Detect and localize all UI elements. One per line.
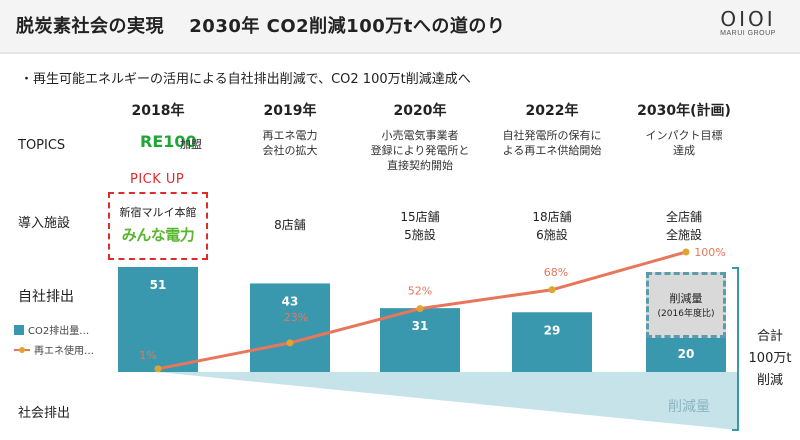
topic-2030: インパクト目標 達成 (645, 129, 723, 157)
legend-line-swatch (14, 346, 30, 353)
facility-2020: 15店舗 5施設 (400, 210, 440, 242)
legend-bar-swatch (14, 324, 24, 335)
header-divider (0, 52, 800, 54)
topic-2020: 小売電気事業者 登録により発電所と 直接契約開始 (370, 129, 470, 172)
facility-2030: 全店舗 全施設 (665, 210, 702, 242)
topic-2019: 再エネ電力 会社の拡大 (262, 129, 318, 157)
own-emissions-label: 自社排出 (18, 289, 74, 305)
total-reduction: 合計 100万t 削減 (748, 329, 792, 388)
subtitle: ・再生可能エネルギーの活用による自社排出削減で、CO2 100万t削減達成へ (20, 72, 471, 87)
line-label-2: 52% (408, 285, 432, 298)
bar-3 (512, 312, 592, 372)
year-2022: 2022年 (525, 103, 579, 119)
header-bar (0, 0, 800, 52)
line-label-0: 1% (139, 349, 156, 362)
year-2020: 2020年 (393, 103, 447, 119)
line-marker-0 (154, 365, 162, 373)
pickup-store: 新宿マルイ本館 (119, 206, 197, 219)
bar-0 (118, 266, 198, 372)
logo-text: MARUI GROUP (720, 30, 776, 37)
re100-suffix: 加盟 (180, 138, 202, 151)
legend-line: 再エネ使用… (14, 342, 94, 357)
page-title: 脱炭素社会の実現 2030年 CO2削減100万tへの道のり (16, 16, 506, 37)
bar-value-1: 43 (282, 294, 299, 308)
reduction-box (646, 272, 726, 338)
facility-2019: 8店舗 (274, 218, 306, 232)
facility-2022: 18店舗 6施設 (532, 210, 572, 242)
pickup-label: PICK UP (130, 172, 185, 187)
reduction-sublabel: (2016年度比) (657, 309, 715, 319)
facilities-row-label: 導入施設 (18, 216, 71, 231)
company-logo: OIOI MARUI GROUP (712, 8, 784, 37)
re100-logo: RE100 (140, 132, 197, 151)
line-label-3: 68% (544, 266, 568, 279)
wedge-label: 削減量 (668, 399, 710, 415)
reduction-label: 削減量 (669, 292, 703, 305)
bar-value-0: 51 (150, 278, 167, 292)
pickup-box (108, 192, 208, 260)
line-marker-4 (682, 248, 690, 256)
minna-denryoku-logo: みんな電力 (121, 226, 195, 244)
bar-value-2: 31 (412, 319, 429, 333)
year-2019: 2019年 (263, 103, 317, 119)
bar-1 (250, 283, 330, 372)
bar-value-3: 29 (544, 323, 561, 337)
line-marker-1 (286, 339, 294, 347)
topic-2022: 自社発電所の保有に よる再エネ供給開始 (502, 129, 602, 157)
line-marker-2 (416, 305, 424, 313)
legend-bar-label: CO2排出量… (28, 326, 90, 337)
year-2030: 2030年(計画) (637, 103, 731, 119)
social-emissions-label: 社会排出 (18, 406, 71, 421)
bar-value-4: 20 (678, 347, 695, 361)
line-label-1: 23% (284, 311, 308, 324)
total-bracket (732, 267, 739, 431)
bar-2 (380, 308, 460, 372)
legend-bars: CO2排出量… (14, 322, 89, 337)
legend-line-label: 再エネ使用… (34, 346, 94, 357)
logo-mark: OIOI (720, 7, 776, 31)
line-label-4: 100% (694, 246, 725, 259)
year-2018: 2018年 (131, 103, 185, 119)
social-reduction-wedge (158, 372, 738, 430)
topics-row-label: TOPICS (18, 138, 66, 153)
line-marker-3 (548, 286, 556, 294)
